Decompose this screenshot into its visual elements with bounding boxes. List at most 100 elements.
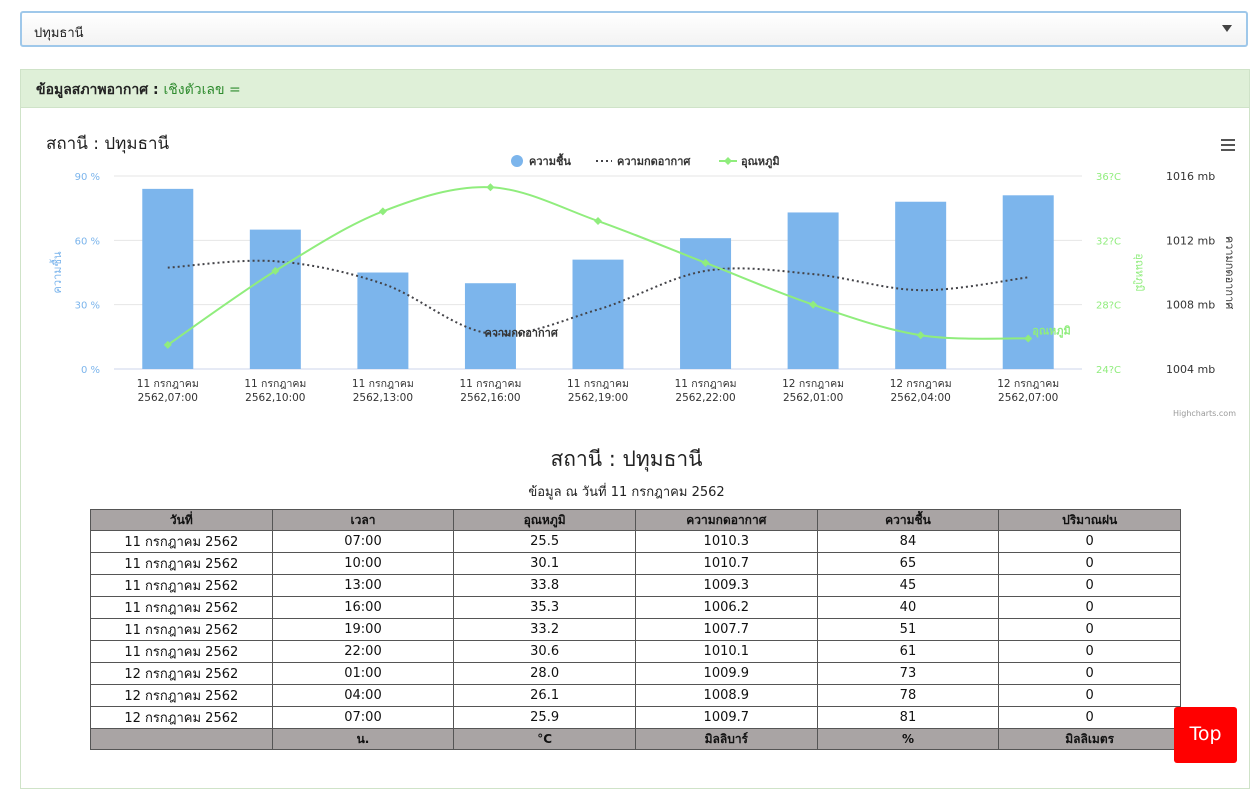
x-tick-label: 2562,10:00 [245,392,305,404]
table-cell: 0 [998,640,1181,663]
table-header-cell: อุณหภูมิ [453,509,636,531]
table-row: 12 กรกฎาคม 2562 04:00 26.1 1008.9 78 0 [90,684,1181,707]
table-cell: 30.1 [453,552,636,575]
table-cell: 10:00 [271,552,455,575]
table-header-cell: ความกดอากาศ [634,509,818,531]
legend-pressure-label: ความกดอากาศ [617,155,691,168]
table-unit-cell [90,728,273,750]
y-tick-label-pressure: 1012 mb [1166,234,1215,247]
table-cell: 1009.3 [634,574,818,597]
chart-title: สถานี : ปทุมธานี [46,134,170,154]
province-select[interactable]: ปทุมธานี [20,11,1248,47]
table-cell: 12 กรกฎาคม 2562 [90,706,273,729]
table-unit-cell: % [816,728,1000,750]
table-cell: 25.9 [453,706,636,729]
table-cell: 16:00 [271,596,455,619]
humidity-bar [787,212,839,369]
x-tick-label: 11 กรกฎาคม [137,378,199,390]
table-subtitle: ข้อมูล ณ วันที่ 11 กรกฎาคม 2562 [528,485,725,500]
temperature-point [486,183,495,192]
table-cell: 33.2 [453,618,636,641]
table-header-cell: วันที่ [90,509,273,531]
table-cell: 07:00 [271,706,455,729]
legend-humidity-symbol [511,155,523,167]
x-tick-label: 12 กรกฎาคม [890,378,952,390]
humidity-bar [895,201,947,369]
pressure-series-label: ความกดอากาศ [484,327,558,340]
table-cell: 1007.7 [634,618,818,641]
table-header-cell: ความชื้น [816,509,1000,531]
table-cell: 1006.2 [634,596,818,619]
province-select-value: ปทุมธานี [34,26,84,41]
legend-temperature-symbol [724,157,732,165]
table-cell: 0 [998,530,1181,553]
y-tick-label-pressure: 1016 mb [1166,170,1215,183]
table-cell: 26.1 [453,684,636,707]
humidity-bar [572,259,624,369]
table-cell: 33.8 [453,574,636,597]
x-tick-label: 11 กรกฎาคม [244,378,306,390]
table-cell: 0 [998,596,1181,619]
y-axis-title-pressure: ความกดอากาศ [1223,236,1236,309]
x-tick-label: 2562,13:00 [353,392,413,404]
table-cell: 40 [816,596,1000,619]
x-tick-label: 11 กรกฎาคม [675,378,737,390]
temperature-point [809,300,818,309]
table-cell: 1009.7 [634,706,818,729]
table-row: 11 กรกฎาคม 2562 22:00 30.6 1010.1 61 0 [90,640,1181,663]
table-cell: 1010.7 [634,552,818,575]
table-cell: 28.0 [453,662,636,685]
table-row: 11 กรกฎาคม 2562 10:00 30.1 1010.7 65 0 [90,552,1181,575]
table-row: 11 กรกฎาคม 2562 16:00 35.3 1006.2 40 0 [90,596,1181,619]
weather-table: วันที่ เวลา อุณหภูมิ ความกดอากาศ ความชื้น ปริ… [90,509,1181,750]
numeric-mode-link[interactable]: เชิงตัวเลข = [163,82,241,98]
y-tick-label-humidity: 90 % [75,172,100,183]
x-tick-label: 2562,07:00 [998,392,1058,404]
table-cell: 84 [816,530,1000,553]
temperature-point [378,207,387,216]
table-cell: 13:00 [271,574,455,597]
y-tick-label-humidity: 60 % [75,236,100,247]
temperature-point [163,340,172,349]
humidity-bar [249,229,301,369]
humidity-bar [464,283,516,369]
table-cell: 1010.3 [634,530,818,553]
highcharts-credit[interactable]: Highcharts.com [1173,409,1236,418]
chart-menu-icon[interactable] [1221,139,1235,154]
table-cell: 12 กรกฎาคม 2562 [90,684,273,707]
table-row: 11 กรกฎาคม 2562 07:00 25.5 1010.3 84 0 [90,530,1181,553]
table-cell: 0 [998,684,1181,707]
table-cell: 0 [998,706,1181,729]
table-header-cell: ปริมาณฝน [998,509,1181,531]
panel-heading-text: ข้อมูลสภาพอากาศ : [36,82,159,98]
table-cell: 01:00 [271,662,455,685]
y-tick-label-pressure: 1004 mb [1166,363,1215,376]
x-tick-label: 2562,04:00 [891,392,951,404]
table-cell: 11 กรกฎาคม 2562 [90,618,273,641]
table-row: 11 กรกฎาคม 2562 19:00 33.2 1007.7 51 0 [90,618,1181,641]
legend-temperature-label: อุณหภูมิ [741,155,780,169]
panel-heading: ข้อมูลสภาพอากาศ : เชิงตัวเลข = [21,70,1249,108]
table-header-cell: เวลา [271,509,455,531]
table-units-row: น. °C มิลลิบาร์% มิลลิเมตร [90,728,1181,750]
temperature-point [916,331,925,340]
y-tick-label-humidity: 30 % [75,301,100,312]
table-unit-cell: มิลลิบาร์ [634,728,818,750]
table-unit-cell: °C [453,728,636,750]
top-button[interactable]: Top [1174,707,1237,763]
x-tick-label: 2562,22:00 [675,392,735,404]
chevron-down-icon[interactable] [1222,25,1232,32]
temperature-point [271,266,280,275]
table-cell: 07:00 [271,530,455,553]
table-cell: 0 [998,574,1181,597]
table-cell: 19:00 [271,618,455,641]
table-cell: 25.5 [453,530,636,553]
temperature-series-label: อุณหภูมิ [1032,324,1071,338]
table-cell: 11 กรกฎาคม 2562 [90,596,273,619]
table-row: 12 กรกฎาคม 2562 01:00 28.0 1009.9 73 0 [90,662,1181,685]
table-cell: 11 กรกฎาคม 2562 [90,552,273,575]
x-tick-label: 2562,07:00 [138,392,198,404]
table-unit-cell: มิลลิเมตร [998,728,1181,750]
y-tick-label-temperature: 24?C [1096,365,1121,376]
humidity-bar [357,272,409,369]
